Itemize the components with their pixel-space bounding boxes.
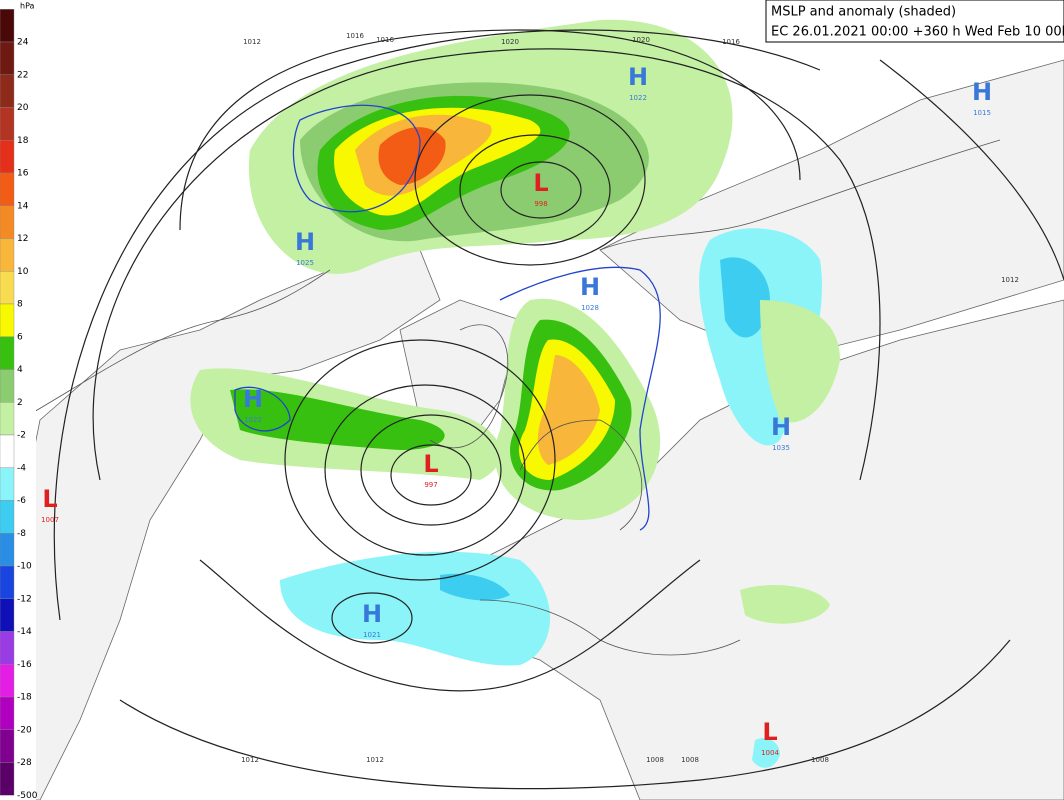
center-value: 1035 <box>772 444 790 452</box>
center-value: 1007 <box>41 516 59 524</box>
legend-label: 4 <box>17 365 23 375</box>
legend-label: -8 <box>17 529 26 539</box>
legend-label: 20 <box>17 103 29 113</box>
center-letter: H <box>771 413 791 441</box>
legend-label: 6 <box>17 332 23 342</box>
legend-swatch <box>0 631 15 665</box>
anomaly-contour <box>234 104 661 531</box>
legend-swatch <box>0 74 15 108</box>
legend-swatch <box>0 41 15 75</box>
isobar-label: 1012 <box>243 38 261 46</box>
legend-swatch <box>0 107 15 141</box>
legend-label: 18 <box>17 136 29 146</box>
isobar-label: 1016 <box>722 38 740 46</box>
center-value: 998 <box>534 200 547 208</box>
legend-label: -10 <box>17 562 32 572</box>
isobar-label: 1012 <box>1001 276 1019 284</box>
isobar-label: 1008 <box>681 756 699 764</box>
legend-swatch <box>0 467 15 501</box>
legend-swatch <box>0 402 15 436</box>
legend-swatch <box>0 434 15 468</box>
isobar-label: 1012 <box>366 756 384 764</box>
legend-label: -12 <box>17 594 32 604</box>
legend-label: 2 <box>17 398 23 408</box>
legend-label: 8 <box>17 300 23 310</box>
legend-unit: hPa <box>20 2 35 11</box>
center-letter: H <box>972 78 992 106</box>
legend-label: -20 <box>17 725 32 735</box>
legend-label: -2 <box>17 431 26 441</box>
legend-swatch <box>0 500 15 534</box>
header-title: MSLP and anomaly (shaded) <box>771 5 956 20</box>
legend-swatch <box>0 271 15 305</box>
isobar-label: 1008 <box>646 756 664 764</box>
center-value: 1015 <box>973 109 991 117</box>
center-letter: L <box>42 485 57 513</box>
isobar-label: 1016 <box>346 32 364 40</box>
center-letter: H <box>295 228 315 256</box>
legend-swatch <box>0 369 15 403</box>
center-value: 1022 <box>629 94 647 102</box>
legend-label: 24 <box>17 38 29 48</box>
center-value: 1022 <box>244 416 262 424</box>
legend-swatch <box>0 664 15 698</box>
legend-swatch <box>0 140 15 174</box>
center-letter: H <box>362 600 382 628</box>
legend-swatch <box>0 533 15 567</box>
isobar-label: 1008 <box>811 756 829 764</box>
legend-label: 16 <box>17 169 29 179</box>
isobar-label: 1016 <box>376 36 394 44</box>
header-box <box>765 0 1064 43</box>
legend-label: -4 <box>17 463 26 473</box>
isobar-label: 1012 <box>241 756 259 764</box>
center-letter: L <box>423 450 438 478</box>
legend-swatch <box>0 336 15 370</box>
center-letter: H <box>628 63 648 91</box>
legend-swatch <box>0 238 15 272</box>
coastlines <box>19 139 1001 656</box>
legend-label: -6 <box>17 496 26 506</box>
center-value: 997 <box>424 481 437 489</box>
legend-label: 14 <box>17 201 29 211</box>
center-value: 1004 <box>761 749 779 757</box>
legend-swatch <box>0 598 15 632</box>
legend-label: 22 <box>17 70 28 80</box>
legend-label: 12 <box>17 234 28 244</box>
legend-swatch <box>0 205 15 239</box>
center-letter: L <box>762 718 777 746</box>
legend-label: -14 <box>17 627 32 637</box>
legend-label: -500 <box>17 791 38 800</box>
legend-label: -18 <box>17 693 32 703</box>
header-subtitle: EC 26.01.2021 00:00 +360 h Wed Feb 10 00… <box>771 25 1064 40</box>
legend-swatch <box>0 303 15 337</box>
legend-label: -16 <box>17 660 32 670</box>
legend-swatch <box>0 172 15 206</box>
legend-swatch <box>0 9 15 43</box>
center-value: 1021 <box>363 631 381 639</box>
isobar-label: 1020 <box>501 38 519 46</box>
center-value: 1025 <box>296 259 314 267</box>
center-letter: L <box>533 169 548 197</box>
center-letter: H <box>580 273 600 301</box>
center-value: 1028 <box>581 304 599 312</box>
legend-swatch <box>0 565 15 599</box>
legend-swatch <box>0 729 15 763</box>
isobar-label: 1020 <box>632 36 650 44</box>
legend-swatch <box>0 762 15 796</box>
legend-label: -28 <box>17 758 32 768</box>
center-letter: H <box>243 385 263 413</box>
isobars <box>53 29 1064 790</box>
legend-label: 10 <box>17 267 29 277</box>
legend-swatch <box>0 696 15 730</box>
